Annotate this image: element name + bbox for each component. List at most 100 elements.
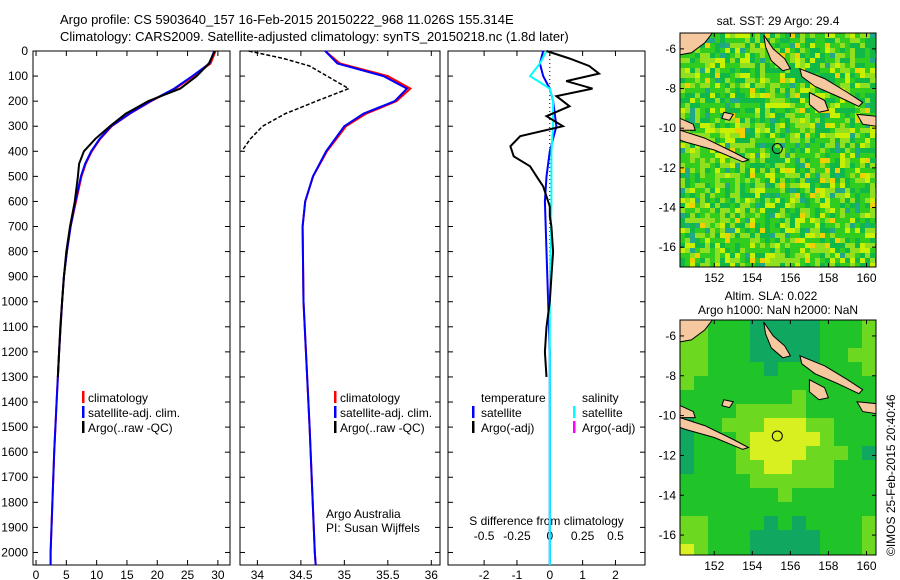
map-cell [765,78,770,83]
map-cell [715,103,720,108]
x-tick-label: -2 [479,568,490,580]
map-cell [680,248,685,253]
map-cell [770,183,775,188]
land-coastline [808,378,830,401]
map-cell [780,243,785,248]
map-cell [830,98,835,103]
map-cell [834,530,848,544]
y-tick-label: 100 [8,69,28,83]
map-cell [792,390,806,404]
map-cell [685,83,690,88]
map-cell [755,93,760,98]
map-cell [708,544,722,555]
map-cell [795,108,800,113]
map-cell [840,153,845,158]
map-cell [820,128,825,133]
map-cell [785,143,790,148]
map-cell [820,218,825,223]
map-cell [715,213,720,218]
map-cell [715,208,720,213]
map-cell [715,228,720,233]
map-cell [694,544,708,555]
map-cell [810,63,815,68]
map-cell [730,243,735,248]
map-cell [848,544,862,555]
map-cell [710,203,715,208]
map-cell [795,168,800,173]
map-cell [715,93,720,98]
map-cell [700,248,705,253]
map-cell [806,502,820,516]
map-cell [800,88,805,93]
map-cell [755,48,760,53]
map-cell [765,233,770,238]
map-cell [792,446,806,460]
map-cell [805,118,810,123]
map-cell [860,258,865,263]
map-cell [765,83,770,88]
map-cell [764,474,778,488]
map-cell [825,158,830,163]
map-cell [785,163,790,168]
map-cell [760,208,765,213]
x2-tick-label: 0.25 [571,529,595,543]
map-cell [690,73,695,78]
map-cell [850,178,855,183]
map-cell [750,253,755,258]
map-cell [800,93,805,98]
map-cell [735,208,740,213]
map-cell [848,530,862,544]
map-cell [815,88,820,93]
map-cell [720,248,725,253]
map-cell [700,53,705,58]
map-cell [840,138,845,143]
map-cell [740,48,745,53]
map-cell [855,163,860,168]
map-cell [745,128,750,133]
map-cell [770,113,775,118]
map-cell [815,93,820,98]
map-cell [745,53,750,58]
map-cell [765,128,770,133]
map-cell [780,198,785,203]
map-cell [785,118,790,123]
map-cell [765,163,770,168]
map-cell [810,173,815,178]
map-cell [755,68,760,73]
map-cell [740,253,745,258]
map-cell [810,248,815,253]
map-cell [715,98,720,103]
map-cell [770,108,775,113]
map-cell [835,168,840,173]
map-cell [750,98,755,103]
y-tick-label: 600 [8,194,28,208]
map-cell [735,223,740,228]
map-cell [760,103,765,108]
map-cell [860,103,865,108]
y-tick-label: 1400 [1,395,28,409]
map-cell [765,98,770,103]
map-cell [708,362,722,376]
map-cell [695,203,700,208]
map-cell [830,118,835,123]
map-cell [730,258,735,263]
map-cell [685,233,690,238]
map-cell [745,208,750,213]
map-cell [780,173,785,178]
map-cell [845,208,850,213]
map-cell [825,263,830,267]
map-cell [710,118,715,123]
map-cell [825,203,830,208]
map-cell [694,362,708,376]
map-cell [745,88,750,93]
map-cell [710,33,715,38]
map-cell [730,208,735,213]
map-cell [745,243,750,248]
map-cell [785,138,790,143]
map-cell [840,213,845,218]
map-cell [806,474,820,488]
map-cell [870,218,875,223]
map-cell [760,138,765,143]
map-cell [715,68,720,73]
map-cell [680,238,685,243]
